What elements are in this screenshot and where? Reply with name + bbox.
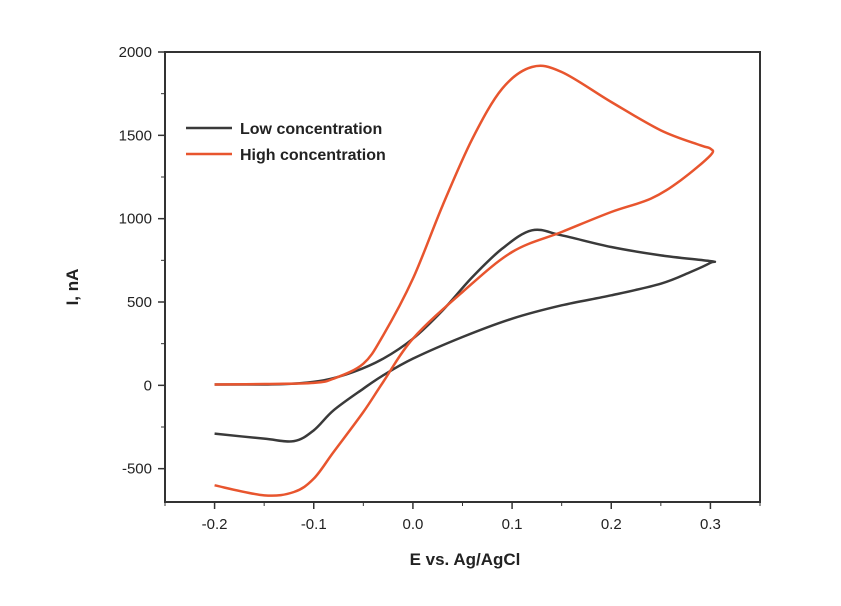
plot-frame (164, 51, 761, 503)
x-tick-label: 0.2 (601, 516, 622, 533)
legend: Low concentration High concentration (186, 121, 386, 164)
y-tick-label: 0 (144, 377, 152, 394)
y-tick-label: 2000 (119, 44, 152, 61)
x-tick-label: -0.1 (301, 516, 327, 533)
x-tick-label: 0.3 (700, 516, 721, 533)
y-axis-title: I, nA (63, 269, 82, 306)
series-line-low-concentration (214, 228, 717, 443)
y-tick-label: 1500 (119, 127, 152, 144)
x-tick-label: -0.2 (202, 516, 228, 533)
y-axis: -500 0 500 1000 1500 2000 (119, 44, 165, 478)
plot-area (214, 64, 717, 497)
x-tick-label: 0.0 (402, 516, 423, 533)
legend-label-low: Low concentration (240, 121, 382, 138)
legend-label-high: High concentration (240, 147, 386, 164)
y-tick-label: 500 (127, 294, 152, 311)
x-axis-title: E vs. Ag/AgCl (410, 550, 521, 569)
x-tick-label: 0.1 (502, 516, 523, 533)
series-line-high-concentration (214, 64, 715, 497)
x-axis: -0.2 -0.1 0.0 0.1 0.2 0.3 (164, 502, 761, 533)
y-tick-label: -500 (122, 461, 152, 478)
y-tick-label: 1000 (119, 211, 152, 228)
